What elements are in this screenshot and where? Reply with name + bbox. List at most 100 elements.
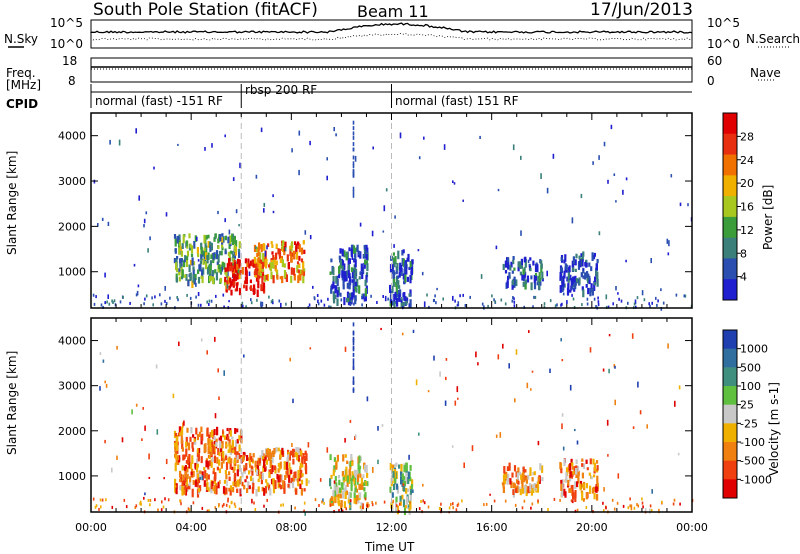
streak-echo — [352, 155, 355, 160]
streak-echo — [352, 164, 355, 169]
scatter-cell — [218, 468, 221, 474]
scatter-cell — [578, 255, 581, 260]
scatter-cell — [345, 253, 348, 261]
scatter-cell — [189, 436, 192, 442]
sparse-echo — [354, 436, 356, 440]
ground-echo — [352, 294, 354, 298]
sparse-echo — [499, 432, 502, 438]
scatter-cell — [238, 241, 241, 249]
sparse-echo — [630, 504, 633, 511]
ground-echo — [560, 303, 562, 307]
scatter-cell — [229, 285, 232, 289]
scatter-cell — [229, 430, 232, 437]
sparse-echo — [377, 426, 379, 431]
scatter-cell — [275, 243, 278, 250]
scatter-cell — [570, 474, 573, 479]
scatter-cell — [190, 245, 194, 254]
scatter-cell — [519, 488, 522, 496]
scatter-cell — [365, 465, 368, 473]
scatter-cell — [232, 449, 235, 454]
scatter-cell — [581, 472, 584, 479]
scatter-cell — [360, 477, 363, 485]
ground-echo — [245, 305, 247, 309]
scatter-cell — [202, 267, 205, 275]
scatter-cell — [244, 479, 247, 483]
ground-echo — [111, 505, 114, 509]
scatter-cell — [212, 270, 215, 275]
scatter-cell — [212, 445, 215, 454]
scatter-cell — [215, 438, 218, 443]
scatter-cell — [258, 242, 261, 250]
scatter-cell — [231, 250, 234, 255]
scatter-cell — [292, 267, 296, 276]
scatter-cell — [301, 269, 304, 275]
scatter-cell — [541, 271, 544, 280]
sparse-echo — [678, 385, 681, 390]
scatter-cell — [290, 450, 293, 456]
scatter-cell — [203, 443, 207, 453]
scatter-cell — [257, 274, 260, 281]
ground-echo — [494, 300, 496, 304]
colorbar-segment — [723, 330, 737, 350]
scatter-cell — [337, 496, 340, 504]
y-tick-label: 1000 — [58, 470, 86, 483]
scatter-cell — [227, 236, 230, 244]
scatter-cell — [344, 491, 347, 499]
scatter-cell — [213, 429, 216, 435]
scatter-cell — [205, 235, 208, 240]
scatter-cell — [566, 287, 570, 296]
velocity-ylabel: Slant Range [km] — [5, 350, 19, 455]
scatter-cell — [213, 436, 216, 441]
scatter-cell — [264, 486, 268, 494]
scatter-cell — [221, 246, 224, 251]
scatter-cell — [569, 488, 572, 493]
ground-echo — [303, 501, 306, 505]
scatter-cell — [589, 287, 592, 297]
colorbar-segment — [723, 348, 737, 368]
sparse-echo — [226, 480, 228, 487]
scatter-cell — [395, 282, 398, 287]
scatter-cell — [216, 261, 219, 265]
ground-echo — [512, 296, 514, 299]
scatter-cell — [176, 435, 179, 444]
scatter-cell — [564, 263, 567, 269]
colorbar-tick-label: 20 — [740, 177, 754, 190]
scatter-cell — [257, 486, 260, 492]
scatter-cell — [232, 258, 235, 264]
scatter-cell — [228, 471, 231, 476]
scatter-cell — [533, 482, 536, 491]
scatter-cell — [359, 456, 362, 461]
scatter-cell — [245, 285, 248, 291]
scatter-cell — [184, 469, 187, 478]
scatter-cell — [585, 262, 588, 268]
scatter-cell — [575, 468, 578, 475]
sparse-echo — [401, 332, 404, 336]
scatter-cell — [257, 280, 260, 289]
scatter-cell — [229, 280, 232, 286]
scatter-cell — [586, 467, 589, 471]
scatter-cell — [407, 505, 410, 509]
scatter-cell — [248, 263, 251, 269]
scatter-cell — [592, 486, 595, 492]
scatter-cell — [232, 481, 235, 486]
sparse-echo — [165, 212, 168, 217]
scatter-cell — [299, 462, 302, 468]
scatter-cell — [398, 271, 401, 278]
colorbar-segment — [723, 479, 737, 499]
colorbar-tick-label: 8 — [740, 247, 747, 260]
scatter-cell — [577, 474, 580, 484]
scatter-cell — [592, 458, 595, 465]
y-tick-label: 1000 — [58, 266, 86, 279]
sparse-echo — [107, 221, 110, 226]
scatter-cell — [346, 282, 349, 289]
sparse-echo — [97, 223, 99, 227]
ground-echo — [368, 503, 370, 507]
scatter-cell — [410, 270, 413, 275]
sparse-echo — [445, 376, 447, 381]
scatter-cell — [205, 260, 208, 270]
ground-echo — [210, 299, 213, 303]
ground-echo — [597, 296, 599, 300]
sparse-echo — [670, 174, 673, 178]
sparse-echo — [145, 211, 148, 215]
scatter-cell — [175, 439, 178, 448]
